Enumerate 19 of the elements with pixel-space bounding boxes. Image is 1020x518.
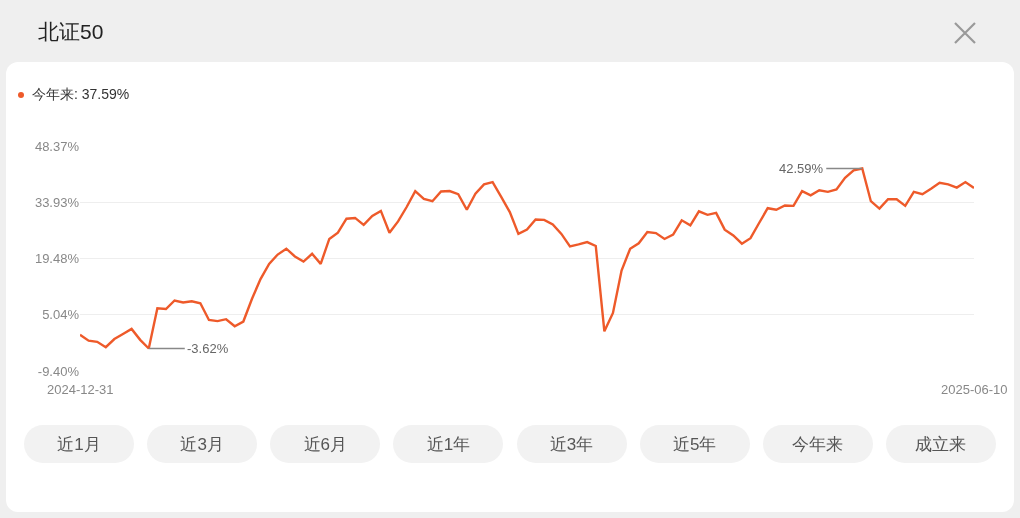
y-tick-label: -9.40% <box>37 363 80 379</box>
text: 近3年 <box>516 425 627 463</box>
chart-subtitle: 今年来: 37.59% <box>32 86 130 104</box>
x-tick-label: 2025-06-10 <box>941 382 1008 397</box>
data-label: -3.62% <box>187 341 229 356</box>
data-label: 42.59% <box>779 161 824 176</box>
x-tick-label: 2024-12-31 <box>47 382 114 397</box>
text: 近1年 <box>393 425 504 463</box>
chart-title: 北证50 <box>38 19 104 45</box>
text: 成立来 <box>885 425 996 463</box>
text: 近6月 <box>270 425 381 463</box>
y-tick-label: 48.37% <box>34 138 80 154</box>
y-tick-label: 19.48% <box>34 251 80 267</box>
text: 近5年 <box>639 425 750 463</box>
text: 近3月 <box>147 425 258 463</box>
text: 今年来 <box>762 425 873 463</box>
y-tick-label: 5.04% <box>42 307 80 323</box>
y-tick-label: 33.93% <box>34 194 80 210</box>
text: 近1月 <box>24 425 134 463</box>
